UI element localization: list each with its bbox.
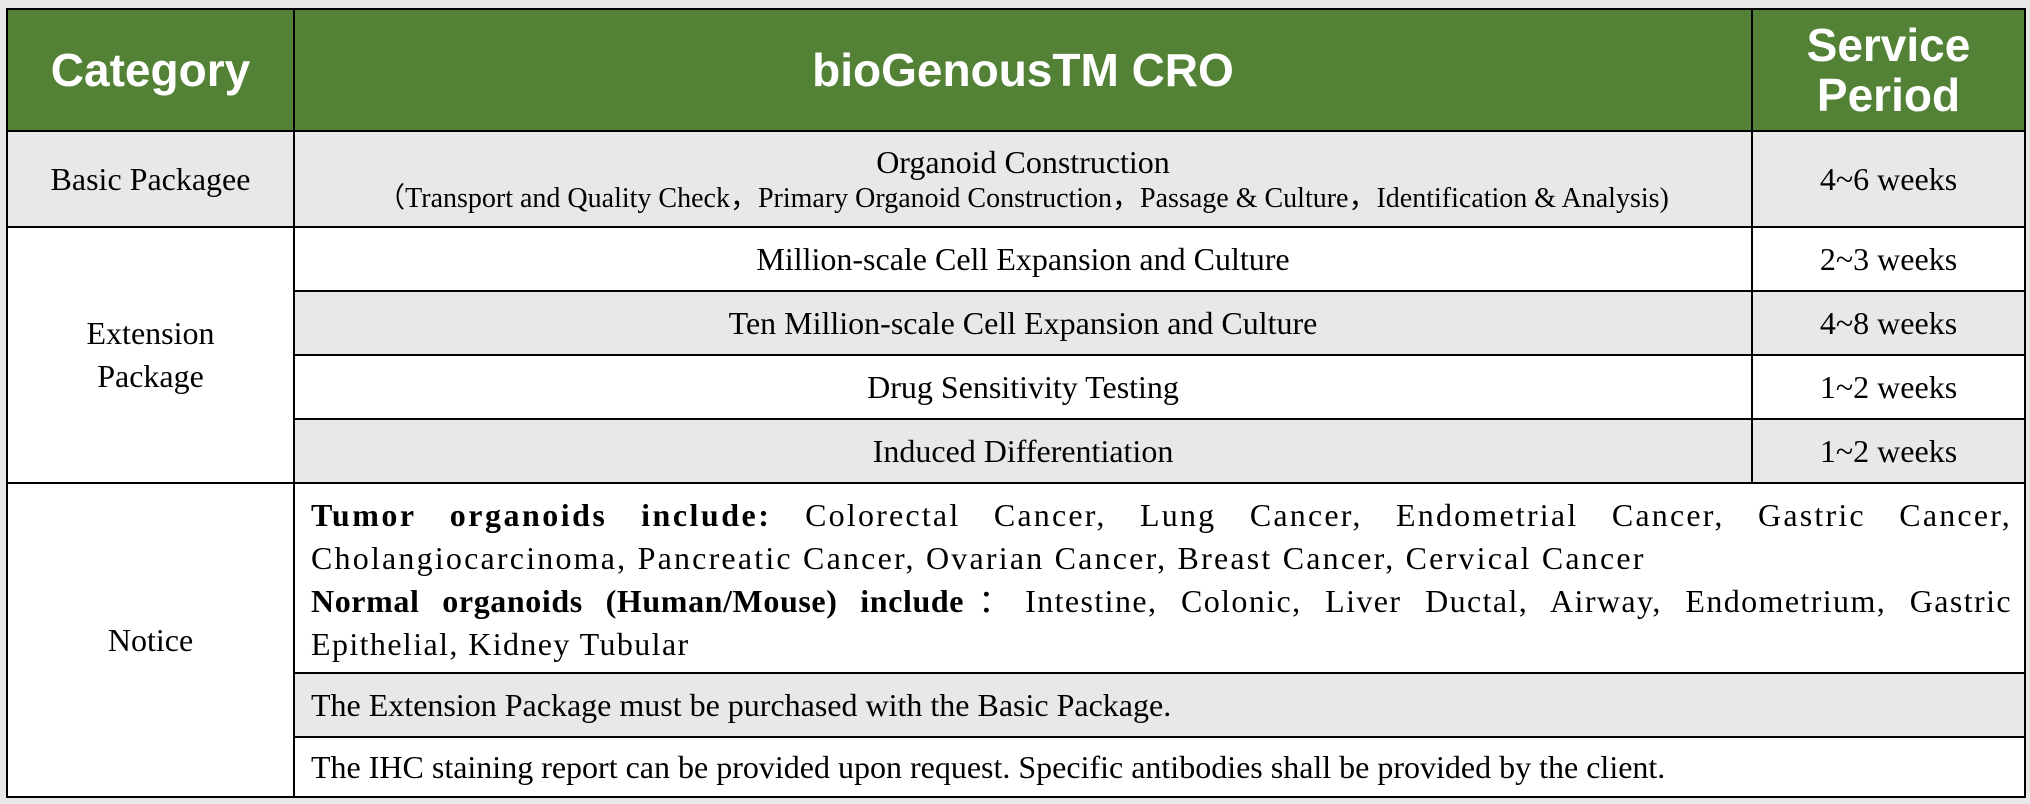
extension-period-1: 2~3 weeks bbox=[1751, 226, 2026, 292]
notice-row-2: The Extension Package must be purchased … bbox=[7, 672, 2026, 738]
extension-row-4: Induced Differentiation 1~2 weeks bbox=[7, 418, 2026, 484]
basic-package-row: Basic Packagee Organoid Construction （Tr… bbox=[6, 130, 2026, 228]
extension-period-4: 1~2 weeks bbox=[1751, 418, 2026, 484]
basic-service: Organoid Construction （Transport and Qua… bbox=[293, 130, 1753, 228]
notice-row-1: Notice Tumor organoids include: Colorect… bbox=[6, 482, 2026, 798]
header-period-line1: Service bbox=[1806, 19, 1971, 71]
extension-category-line2: Package bbox=[97, 358, 204, 394]
notice-ihc-report: The IHC staining report can be provided … bbox=[293, 736, 2026, 798]
extension-row-2: Ten Million-scale Cell Expansion and Cul… bbox=[7, 290, 2026, 356]
extension-row-1: Extension Package Million-scale Cell Exp… bbox=[6, 226, 2026, 484]
header-row: Category bioGenousTM CRO Service Period bbox=[6, 8, 2026, 132]
service-table: Category bioGenousTM CRO Service Period … bbox=[6, 8, 2026, 798]
notice-row-3: The IHC staining report can be provided … bbox=[7, 736, 2026, 798]
header-category: Category bbox=[6, 8, 295, 132]
extension-category-line1: Extension bbox=[86, 315, 215, 351]
tumor-organoids-label: Tumor organoids include: bbox=[311, 497, 806, 533]
basic-period: 4~6 weeks bbox=[1751, 130, 2026, 228]
extension-service-2: Ten Million-scale Cell Expansion and Cul… bbox=[293, 290, 1753, 356]
extension-row-3: Drug Sensitivity Testing 1~2 weeks bbox=[7, 354, 2026, 420]
normal-organoids-list: Intestine, Colonic, Liver Ductal, Airway… bbox=[311, 583, 2012, 662]
tumor-organoids-list: Colorectal Cancer, Lung Cancer, Endometr… bbox=[311, 497, 2013, 576]
notice-extension-rule: The Extension Package must be purchased … bbox=[293, 672, 2026, 738]
header-period-line2: Period bbox=[1816, 69, 1961, 121]
normal-organoids-label: Normal organoids (Human/Mouse) include bbox=[311, 583, 965, 619]
extension-service-1: Million-scale Cell Expansion and Culture bbox=[293, 226, 1753, 292]
basic-category: Basic Packagee bbox=[6, 130, 295, 228]
notice-category: Notice bbox=[6, 482, 295, 798]
header-service: bioGenousTM CRO bbox=[293, 8, 1753, 132]
basic-title: Organoid Construction bbox=[876, 144, 1170, 180]
extension-period-2: 4~8 weeks bbox=[1751, 290, 2026, 356]
extension-category: Extension Package bbox=[6, 226, 295, 484]
service-table-container: Category bioGenousTM CRO Service Period … bbox=[6, 8, 2026, 798]
normal-organoids-colon: ： bbox=[964, 583, 1026, 619]
extension-service-3: Drug Sensitivity Testing bbox=[293, 354, 1753, 420]
notice-organoids: Tumor organoids include: Colorectal Canc… bbox=[293, 482, 2026, 674]
header-period: Service Period bbox=[1751, 8, 2026, 132]
extension-service-4: Induced Differentiation bbox=[293, 418, 1753, 484]
extension-period-3: 1~2 weeks bbox=[1751, 354, 2026, 420]
basic-details: （Transport and Quality Check，Primary Org… bbox=[377, 183, 1669, 214]
